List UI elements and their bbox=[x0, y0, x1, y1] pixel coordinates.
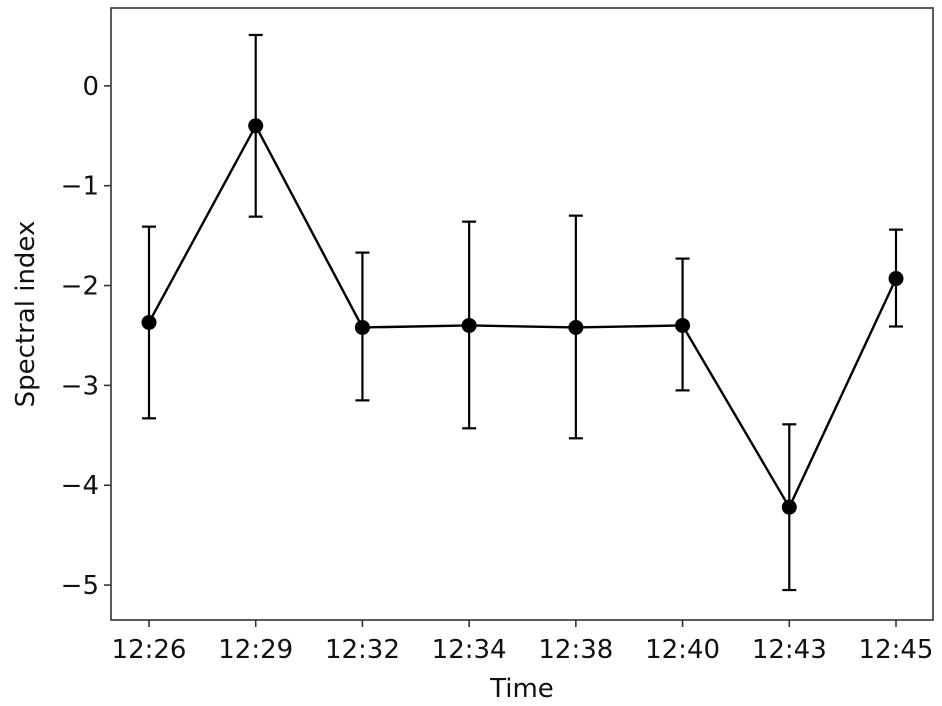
y-tick-label: −5 bbox=[61, 571, 99, 601]
x-axis-ticks: 12:26 12:29 12:32 12:34 12:38 12:40 12:43 12:45 bbox=[112, 620, 934, 665]
x-tick-label: 12:40 bbox=[645, 635, 720, 665]
y-tick-label: −2 bbox=[61, 272, 99, 302]
data-point bbox=[888, 271, 904, 287]
y-axis-label: Spectral index bbox=[11, 221, 41, 408]
x-tick-label: 12:38 bbox=[538, 635, 613, 665]
x-tick-label: 12:45 bbox=[859, 635, 934, 665]
x-tick-label: 12:43 bbox=[752, 635, 827, 665]
y-axis-ticks: 0 −1 −2 −3 −4 −5 bbox=[61, 72, 111, 601]
x-tick-label: 12:32 bbox=[325, 635, 400, 665]
data-point bbox=[461, 317, 477, 333]
x-tick-label: 12:26 bbox=[112, 635, 187, 665]
y-tick-label: −4 bbox=[61, 471, 99, 501]
x-axis-label: Time bbox=[489, 674, 554, 704]
y-tick-label: −3 bbox=[61, 371, 99, 401]
data-point bbox=[675, 317, 691, 333]
data-point bbox=[354, 319, 370, 335]
data-point bbox=[568, 319, 584, 335]
x-tick-label: 12:34 bbox=[432, 635, 507, 665]
data-point bbox=[248, 118, 264, 134]
data-point bbox=[781, 499, 797, 515]
y-tick-label: −1 bbox=[61, 172, 99, 202]
x-tick-label: 12:29 bbox=[218, 635, 293, 665]
y-tick-label: 0 bbox=[82, 72, 99, 102]
series-group bbox=[141, 118, 904, 515]
data-point bbox=[141, 314, 157, 330]
plot-frame bbox=[110, 7, 934, 621]
series-line bbox=[147, 124, 898, 509]
